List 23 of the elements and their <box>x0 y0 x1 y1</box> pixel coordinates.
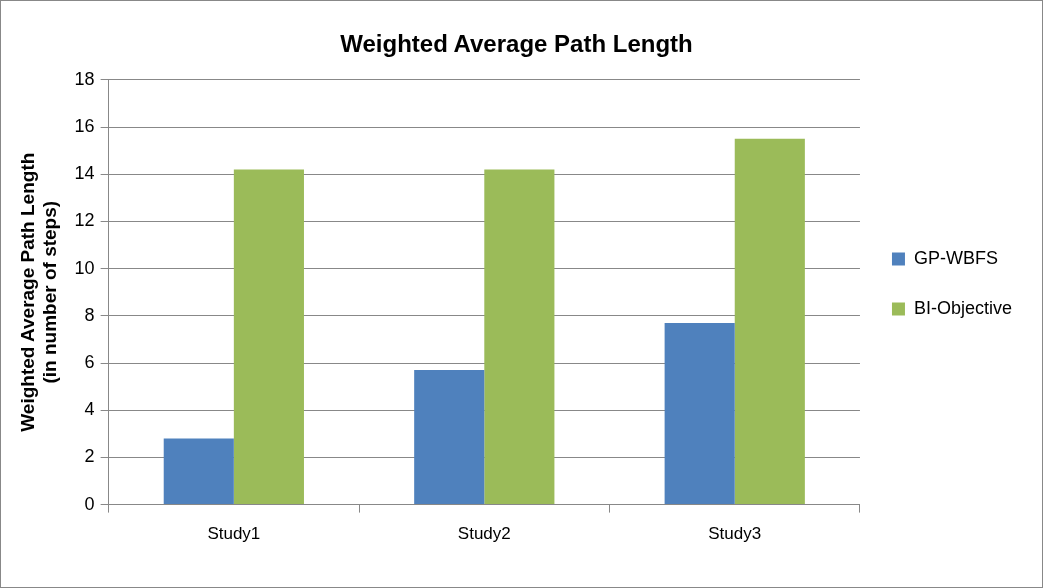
y-tick-label: 8 <box>84 304 95 325</box>
y-tick-label: 4 <box>84 399 95 420</box>
bar <box>664 322 735 505</box>
bar <box>163 438 234 505</box>
y-tick-label: 16 <box>74 115 95 136</box>
y-tick-label: 12 <box>74 210 95 231</box>
y-tick-label: 6 <box>84 351 95 372</box>
y-tick-label: 14 <box>74 163 95 184</box>
legend-label: GP-WBFS <box>913 247 998 268</box>
chart-title: Weighted Average Path Length <box>340 30 693 58</box>
y-tick-label: 2 <box>84 446 95 467</box>
y-axis-title: Weighted Average Path Length (in number of steps) <box>16 152 61 432</box>
legend-label: BI-Objective <box>913 297 1013 318</box>
y-tick-label: 18 <box>74 68 95 89</box>
x-tick-label: Study2 <box>457 524 511 544</box>
bar <box>734 138 805 505</box>
y-tick-label: 10 <box>74 257 95 278</box>
bar <box>414 370 485 505</box>
x-tick-label: Study1 <box>207 524 261 544</box>
bar <box>233 169 304 505</box>
x-tick-label: Study3 <box>708 524 762 544</box>
y-tick-label: 0 <box>84 493 95 514</box>
bar <box>484 169 555 505</box>
